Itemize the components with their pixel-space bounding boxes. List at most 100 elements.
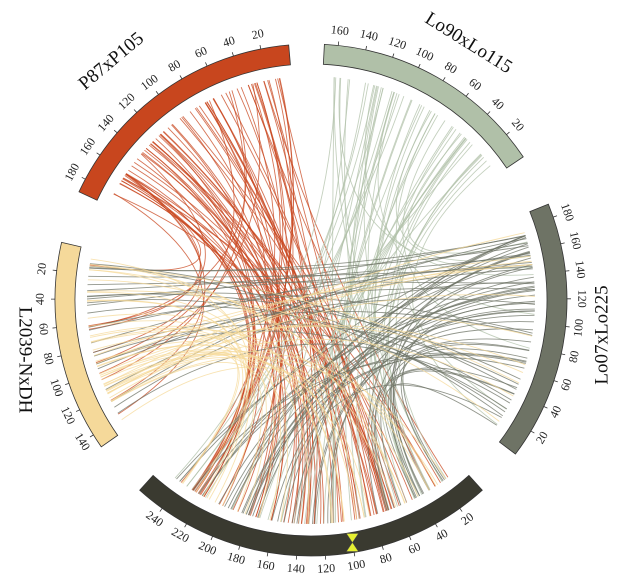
tick-mark xyxy=(459,508,463,512)
link xyxy=(111,238,527,402)
link xyxy=(162,131,390,511)
link xyxy=(242,286,535,514)
tick-label: 80 xyxy=(442,59,460,77)
link xyxy=(314,338,532,524)
link xyxy=(231,154,483,510)
link xyxy=(91,242,528,344)
link xyxy=(101,351,310,525)
link xyxy=(89,269,430,491)
tick-label: 80 xyxy=(166,57,183,75)
link xyxy=(101,91,246,381)
link xyxy=(375,370,515,509)
link xyxy=(99,326,524,375)
tick-label: 220 xyxy=(169,524,192,545)
link xyxy=(90,330,248,499)
tick-label: 80 xyxy=(566,349,582,364)
segment-band xyxy=(78,44,291,201)
link xyxy=(283,264,533,523)
link xyxy=(89,265,520,384)
tick-label: 40 xyxy=(221,33,237,50)
tick-label: 140 xyxy=(359,26,380,44)
link xyxy=(277,384,502,522)
tick-mark xyxy=(435,523,438,528)
tick-mark xyxy=(553,215,558,218)
tick-mark xyxy=(365,45,368,51)
link xyxy=(411,165,498,425)
tick-mark xyxy=(506,131,510,135)
link xyxy=(117,343,511,414)
tick-mark xyxy=(210,536,213,541)
link xyxy=(87,313,358,520)
tick-label: 20 xyxy=(509,116,527,134)
tick-label: 20 xyxy=(458,510,476,528)
tick-label: 180 xyxy=(558,201,577,223)
link xyxy=(105,253,531,390)
tick-label: 80 xyxy=(378,550,393,567)
segment-name: L2039-NxDH xyxy=(15,307,36,414)
tick-label: 60 xyxy=(193,43,210,61)
tick-label: 100 xyxy=(346,556,366,573)
link xyxy=(333,77,431,490)
link xyxy=(92,335,345,522)
tick-mark xyxy=(96,152,101,156)
link xyxy=(197,78,293,494)
link xyxy=(380,343,530,506)
link xyxy=(96,298,536,365)
link xyxy=(89,325,371,517)
tick-mark xyxy=(409,536,412,541)
link xyxy=(191,144,473,490)
link xyxy=(96,255,531,365)
tick-label: 160 xyxy=(567,230,585,251)
link xyxy=(123,177,324,524)
tick-label: 180 xyxy=(226,549,247,567)
tick-mark xyxy=(465,92,469,97)
tick-mark xyxy=(184,523,187,528)
link xyxy=(400,342,530,482)
link xyxy=(180,86,276,483)
link xyxy=(93,311,533,353)
segment-name: Lo90xLo115 xyxy=(421,8,516,78)
highlight xyxy=(345,533,359,552)
link xyxy=(247,354,526,516)
tick-mark xyxy=(381,545,384,550)
link xyxy=(271,294,535,521)
segment-band xyxy=(322,43,524,169)
link xyxy=(87,305,512,401)
link xyxy=(356,113,436,518)
link xyxy=(150,143,275,516)
tick-label: 40 xyxy=(547,403,565,420)
link xyxy=(93,323,519,385)
tick-mark xyxy=(57,355,62,358)
tick-mark xyxy=(543,406,548,409)
link xyxy=(106,354,406,504)
tick-label: 120 xyxy=(115,90,138,113)
link xyxy=(394,348,528,491)
link xyxy=(308,99,412,525)
tick-label: 60 xyxy=(406,539,422,557)
link xyxy=(387,369,515,497)
link xyxy=(87,291,282,521)
tick-label: 160 xyxy=(256,556,276,573)
link xyxy=(96,330,508,410)
tick-mark xyxy=(553,380,558,383)
tick-label: 180 xyxy=(61,161,82,183)
tick-label: 120 xyxy=(58,404,78,426)
link xyxy=(88,173,201,327)
tick-label: 100 xyxy=(570,318,586,337)
tick-mark xyxy=(65,382,70,386)
link xyxy=(402,302,535,481)
tick-mark xyxy=(561,353,566,356)
link xyxy=(252,236,527,517)
segment-name: Lo07xLo225 xyxy=(591,285,612,384)
tick-label: 40 xyxy=(433,526,450,544)
link xyxy=(257,353,527,518)
tick-label: 140 xyxy=(72,430,93,453)
tick-label: 200 xyxy=(197,538,219,558)
link xyxy=(374,104,421,497)
link xyxy=(110,338,514,402)
tick-mark xyxy=(353,552,356,557)
link xyxy=(364,84,534,276)
tick-label: 160 xyxy=(330,22,349,38)
links xyxy=(86,77,536,525)
